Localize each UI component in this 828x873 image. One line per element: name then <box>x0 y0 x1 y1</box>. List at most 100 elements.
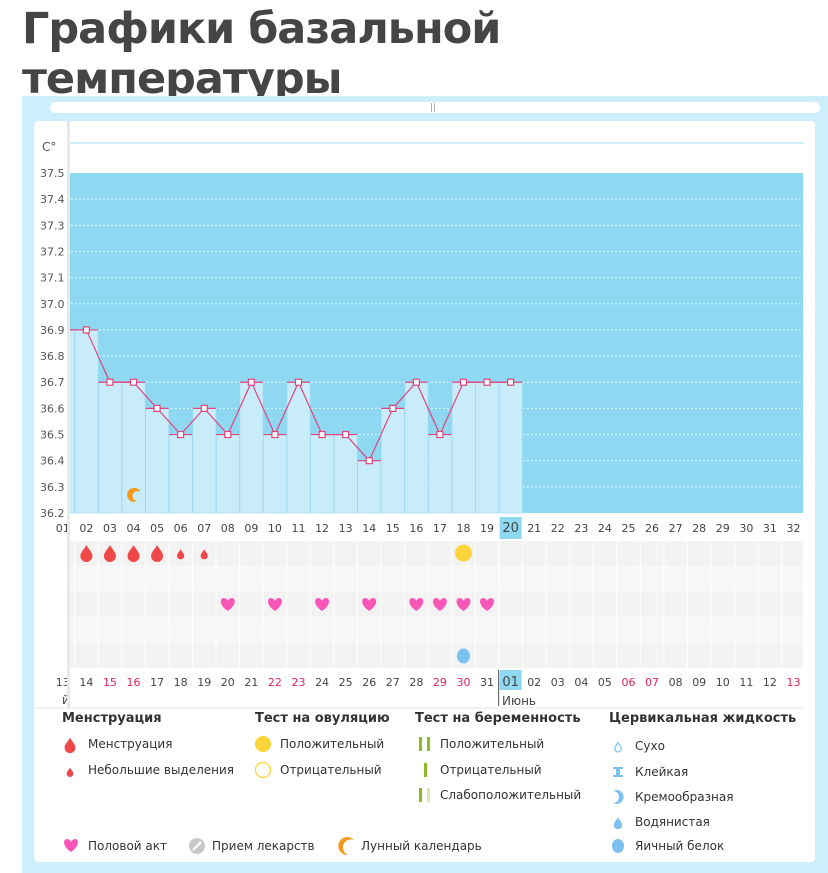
date-label: 13 <box>786 676 800 689</box>
cycle-day-label[interactable]: 23 <box>574 522 588 535</box>
scrollbar-handle[interactable]: || <box>430 103 437 113</box>
cycle-day-label[interactable]: 28 <box>692 522 706 535</box>
cycle-day-label[interactable]: 29 <box>716 522 730 535</box>
cycle-day-label[interactable]: 07 <box>197 522 211 535</box>
cycle-day-label[interactable]: 08 <box>221 522 235 535</box>
spotting-icon <box>200 549 208 560</box>
date-label: 15 <box>103 676 117 689</box>
cycle-day-label[interactable]: 25 <box>621 522 635 535</box>
temperature-point <box>412 378 420 386</box>
legend-menstruation-icon <box>64 737 76 754</box>
cycle-day-label[interactable]: 20 <box>502 521 519 536</box>
cycle-day-label[interactable]: 15 <box>386 522 400 535</box>
legend-medication: Прием лекарств <box>212 839 315 853</box>
legend-title-pregnancy: Тест на беременность <box>415 711 581 726</box>
temperature-bar <box>263 434 287 514</box>
temperature-bar <box>428 434 452 514</box>
date-label: 17 <box>150 676 164 689</box>
y-tick-label: 36.5 <box>40 429 65 442</box>
temperature-bar <box>215 434 240 514</box>
event-row <box>67 617 803 643</box>
y-tick-label: 37.4 <box>40 193 65 206</box>
temperature-point <box>129 378 138 386</box>
date-label: 11 <box>739 676 753 689</box>
current-day-highlight <box>499 517 522 539</box>
cycle-day-label[interactable]: 03 <box>103 522 117 535</box>
cycle-day-label[interactable]: 17 <box>433 522 447 535</box>
date-label: 29 <box>433 676 447 689</box>
legend-menstruation: Менструация <box>88 737 173 751</box>
legend-spotting-icon <box>66 767 74 777</box>
legend-ovulation-negative-icon <box>254 761 272 779</box>
cycle-day-label[interactable]: 24 <box>598 522 612 535</box>
intercourse-heart-icon <box>409 598 424 611</box>
event-row <box>67 566 803 592</box>
y-axis-shadow <box>67 121 70 708</box>
cycle-day-label[interactable]: 27 <box>669 522 683 535</box>
date-label: 20 <box>221 676 235 689</box>
cycle-day-label[interactable]: 10 <box>268 522 282 535</box>
cycle-day-label[interactable]: 22 <box>551 522 565 535</box>
temperature-point <box>483 378 491 386</box>
cycle-day-label[interactable]: 14 <box>362 522 376 535</box>
cycle-day-label[interactable]: 06 <box>174 522 188 535</box>
cycle-day-label[interactable]: 11 <box>292 522 306 535</box>
intercourse-heart-icon <box>432 598 447 611</box>
cycle-day-label[interactable]: 30 <box>739 522 753 535</box>
date-label: 09 <box>692 676 706 689</box>
legend-ovulation-positive: Положительный <box>280 737 385 751</box>
y-tick-label: 36.4 <box>40 455 65 468</box>
cycle-day-label[interactable]: 05 <box>150 522 164 535</box>
date-label: 23 <box>292 676 306 689</box>
legend-cervical-sticky-icon <box>613 767 623 777</box>
cycle-day-label[interactable]: 01 <box>56 522 70 535</box>
legend-pregnancy-positive: Положительный <box>440 737 545 751</box>
cycle-day-label[interactable]: 12 <box>315 522 329 535</box>
legend-cervical-watery-icon <box>613 817 623 830</box>
y-tick-label: 36.2 <box>40 507 65 520</box>
cycle-day-label[interactable]: 09 <box>244 522 258 535</box>
date-label: 08 <box>669 676 683 689</box>
menstruation-icon <box>151 545 164 562</box>
y-tick-label: 37.3 <box>40 219 65 232</box>
cycle-day-label[interactable]: 16 <box>409 522 423 535</box>
date-label: 30 <box>456 676 470 689</box>
legend-pregnancy-positive-icon-2 <box>427 737 430 751</box>
date-label: 18 <box>174 676 188 689</box>
legend-cervical-watery: Водянистая <box>635 815 710 829</box>
cycle-day-label[interactable]: 26 <box>645 522 659 535</box>
intercourse-heart-icon <box>315 598 330 611</box>
date-label: 13 <box>56 676 70 689</box>
legend-spotting: Небольшие выделения <box>88 763 235 777</box>
cycle-day-label[interactable]: 31 <box>763 522 777 535</box>
cycle-day-label[interactable]: 18 <box>456 522 470 535</box>
moon-icon <box>127 487 141 502</box>
legend-title-cervical: Цервикальная жидкость <box>609 711 797 726</box>
cycle-day-label[interactable]: 19 <box>480 522 494 535</box>
cycle-day-label[interactable]: 32 <box>786 522 800 535</box>
temperature-point <box>177 430 185 439</box>
menstruation-icon <box>127 545 140 562</box>
horizontal-scrollbar[interactable] <box>50 102 820 113</box>
intercourse-heart-icon <box>267 598 282 611</box>
intercourse-heart-icon <box>220 598 235 611</box>
date-label: 22 <box>268 676 282 689</box>
cycle-day-label[interactable]: 02 <box>79 522 93 535</box>
date-label: 24 <box>315 676 329 689</box>
legend-cervical-dry-icon <box>614 741 622 753</box>
cycle-day-label[interactable]: 21 <box>527 522 541 535</box>
legend-pregnancy-negative-icon <box>424 763 427 777</box>
legend-ovulation-positive-icon <box>255 736 271 752</box>
temperature-point <box>106 378 114 386</box>
temperature-bar <box>333 434 358 514</box>
temperature-point <box>200 404 208 412</box>
cycle-day-label[interactable]: 13 <box>339 522 353 535</box>
temperature-bar <box>67 329 75 514</box>
temperature-point <box>271 430 279 439</box>
date-label: 02 <box>527 676 541 689</box>
legend-cervical-sticky: Клейкая <box>635 765 689 779</box>
temperature-point <box>459 378 468 386</box>
temperature-bar <box>310 434 335 514</box>
y-tick-label: 37.2 <box>40 245 65 258</box>
cycle-day-label[interactable]: 04 <box>127 522 141 535</box>
